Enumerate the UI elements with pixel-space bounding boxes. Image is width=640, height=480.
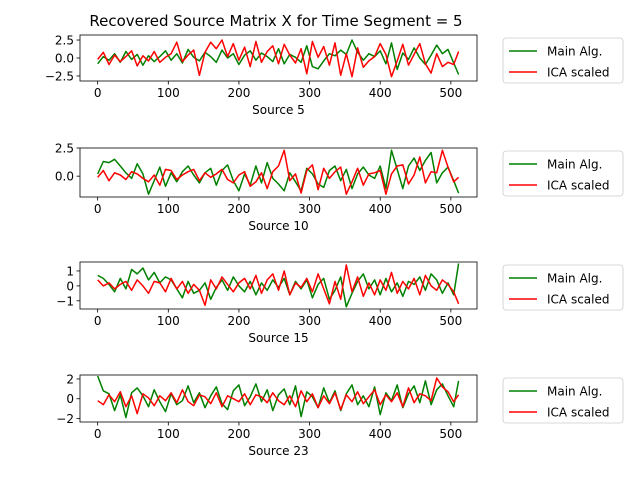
x-tick-label: 300	[298, 427, 321, 441]
axes-frame	[79, 147, 478, 198]
x-tick-label: 400	[369, 314, 392, 328]
legend-entry-label: Main Alg.	[547, 158, 602, 172]
series-line-ica-scaled	[97, 39, 460, 78]
x-tick-label: 100	[157, 314, 180, 328]
y-tick-label: 2	[66, 372, 74, 386]
x-tick-label: 200	[227, 427, 250, 441]
y-tick-label: 1	[66, 264, 74, 278]
x-tick-label: 0	[94, 86, 102, 100]
y-tick-label: 0.0	[55, 170, 74, 184]
legend: Main Alg. ICA scaled	[502, 150, 624, 197]
axes-frame	[79, 261, 478, 310]
subplot-2: 0 100 200 300 400 500 0.0 2.5 Source 10 Main Alg.…	[55, 142, 624, 233]
series-line-main-alg	[97, 263, 460, 308]
x-tick-label: 500	[439, 86, 462, 100]
subplot-1: 0 100 200 300 400 500 −2.5 0.0 2.5 Source 5 Main A…	[45, 34, 624, 117]
legend: Main Alg. ICA scaled	[502, 264, 624, 311]
y-tick-label: −1	[56, 294, 74, 308]
y-tick-label: 0.0	[55, 52, 74, 66]
x-tick-label: 100	[157, 427, 180, 441]
series-line-ica-scaled	[97, 377, 460, 415]
x-tick-label: 100	[157, 86, 180, 100]
x-tick-label: 500	[439, 427, 462, 441]
series-line-ica-scaled	[97, 149, 460, 195]
x-axis-label: Source 23	[248, 444, 308, 458]
figure-title: Recovered Source Matrix X for Time Segme…	[89, 12, 462, 30]
x-tick-label: 0	[94, 314, 102, 328]
x-tick-label: 200	[227, 314, 250, 328]
legend-entry-label: Main Alg.	[547, 45, 602, 59]
y-tick-label: 2.5	[55, 34, 74, 48]
legend-entry-label: Main Alg.	[547, 272, 602, 286]
x-tick-label: 300	[298, 314, 321, 328]
y-tick-label: −2.5	[45, 69, 74, 83]
x-axis-label: Source 15	[248, 331, 308, 345]
legend-entry-label: ICA scaled	[547, 293, 609, 307]
series-line-ica-scaled	[97, 264, 460, 307]
x-tick-label: 300	[298, 202, 321, 216]
x-axis-label: Source 5	[252, 103, 305, 117]
y-tick-label: 0	[66, 279, 74, 293]
x-axis-label: Source 10	[248, 219, 308, 233]
x-tick-label: 0	[94, 202, 102, 216]
legend-entry-label: ICA scaled	[547, 406, 609, 420]
legend-entry-label: ICA scaled	[547, 179, 609, 193]
series-line-main-alg	[97, 39, 460, 75]
legend: Main Alg. ICA scaled	[502, 37, 624, 84]
subplot-4: 0 100 200 300 400 500 −2 0 2 Source 23 Main Alg. IC…	[56, 372, 624, 458]
x-tick-label: 200	[227, 202, 250, 216]
y-tick-label: −2	[56, 412, 74, 426]
series-line-main-alg	[97, 149, 460, 195]
x-tick-label: 400	[369, 427, 392, 441]
legend-entry-label: ICA scaled	[547, 66, 609, 80]
x-tick-label: 300	[298, 86, 321, 100]
legend: Main Alg. ICA scaled	[502, 377, 624, 424]
x-tick-label: 400	[369, 202, 392, 216]
series-line-main-alg	[96, 375, 460, 419]
x-tick-label: 500	[439, 202, 462, 216]
x-tick-label: 200	[227, 86, 250, 100]
x-tick-label: 0	[94, 427, 102, 441]
y-tick-label: 0	[66, 392, 74, 406]
x-tick-label: 400	[369, 86, 392, 100]
x-tick-label: 100	[157, 202, 180, 216]
x-tick-label: 500	[439, 314, 462, 328]
legend-entry-label: Main Alg.	[547, 385, 602, 399]
y-tick-label: 2.5	[55, 142, 74, 156]
